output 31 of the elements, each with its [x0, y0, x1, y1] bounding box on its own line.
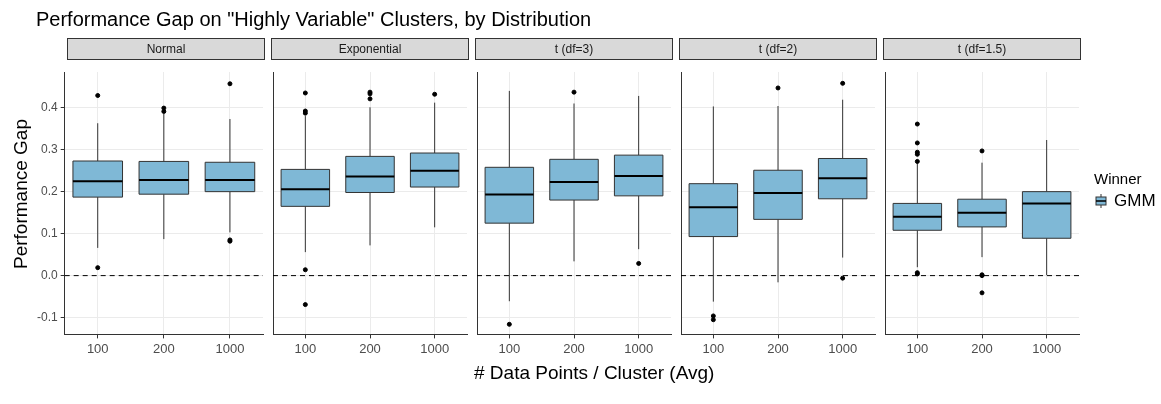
x-axis-title: # Data Points / Cluster (Avg) [474, 362, 715, 384]
y-tick-label: 0.2 [40, 183, 58, 198]
legend-label: GMM [1114, 191, 1156, 211]
text: Performance Gap on "Highly Variable" Clusters, by Distribution [36, 8, 592, 30]
x-tick-label: 200 [971, 340, 993, 356]
x-tick-label: 1000 [1032, 340, 1062, 356]
chart-title: t (df=3) [475, 38, 673, 60]
chart-title: t (df=1.5) [883, 38, 1081, 60]
y-tick-label: 0.1 [40, 225, 58, 240]
y-tick-label: 0.4 [40, 100, 58, 114]
x-tick-label: 200 [563, 340, 585, 356]
x-tick-label: 200 [152, 340, 175, 356]
x-tick-label: 100 [906, 340, 929, 356]
x-tick-label: 1000 [420, 340, 450, 356]
chart-title: Exponential [271, 38, 469, 60]
chart-title: Normal [67, 38, 265, 60]
x-tick-label: 1000 [624, 340, 654, 356]
legend-title: Winner [1094, 170, 1143, 187]
x-tick-label: 100 [702, 340, 725, 356]
x-tick-label: 200 [359, 340, 381, 356]
y-tick-label: 0.0 [40, 267, 58, 282]
x-tick-label: 1000 [215, 340, 245, 356]
chart-title: t (df=2) [679, 38, 877, 60]
y-tick-label: 0.3 [40, 141, 58, 156]
y-tick-label: -0.1 [36, 309, 58, 324]
x-tick-label: 100 [498, 340, 521, 356]
x-tick-label: 1000 [828, 340, 858, 356]
x-tick-label: 100 [294, 340, 317, 356]
x-tick-label: 200 [767, 340, 789, 356]
x-tick-label: 100 [86, 340, 109, 356]
y-axis-title: Performance Gap [10, 119, 32, 269]
